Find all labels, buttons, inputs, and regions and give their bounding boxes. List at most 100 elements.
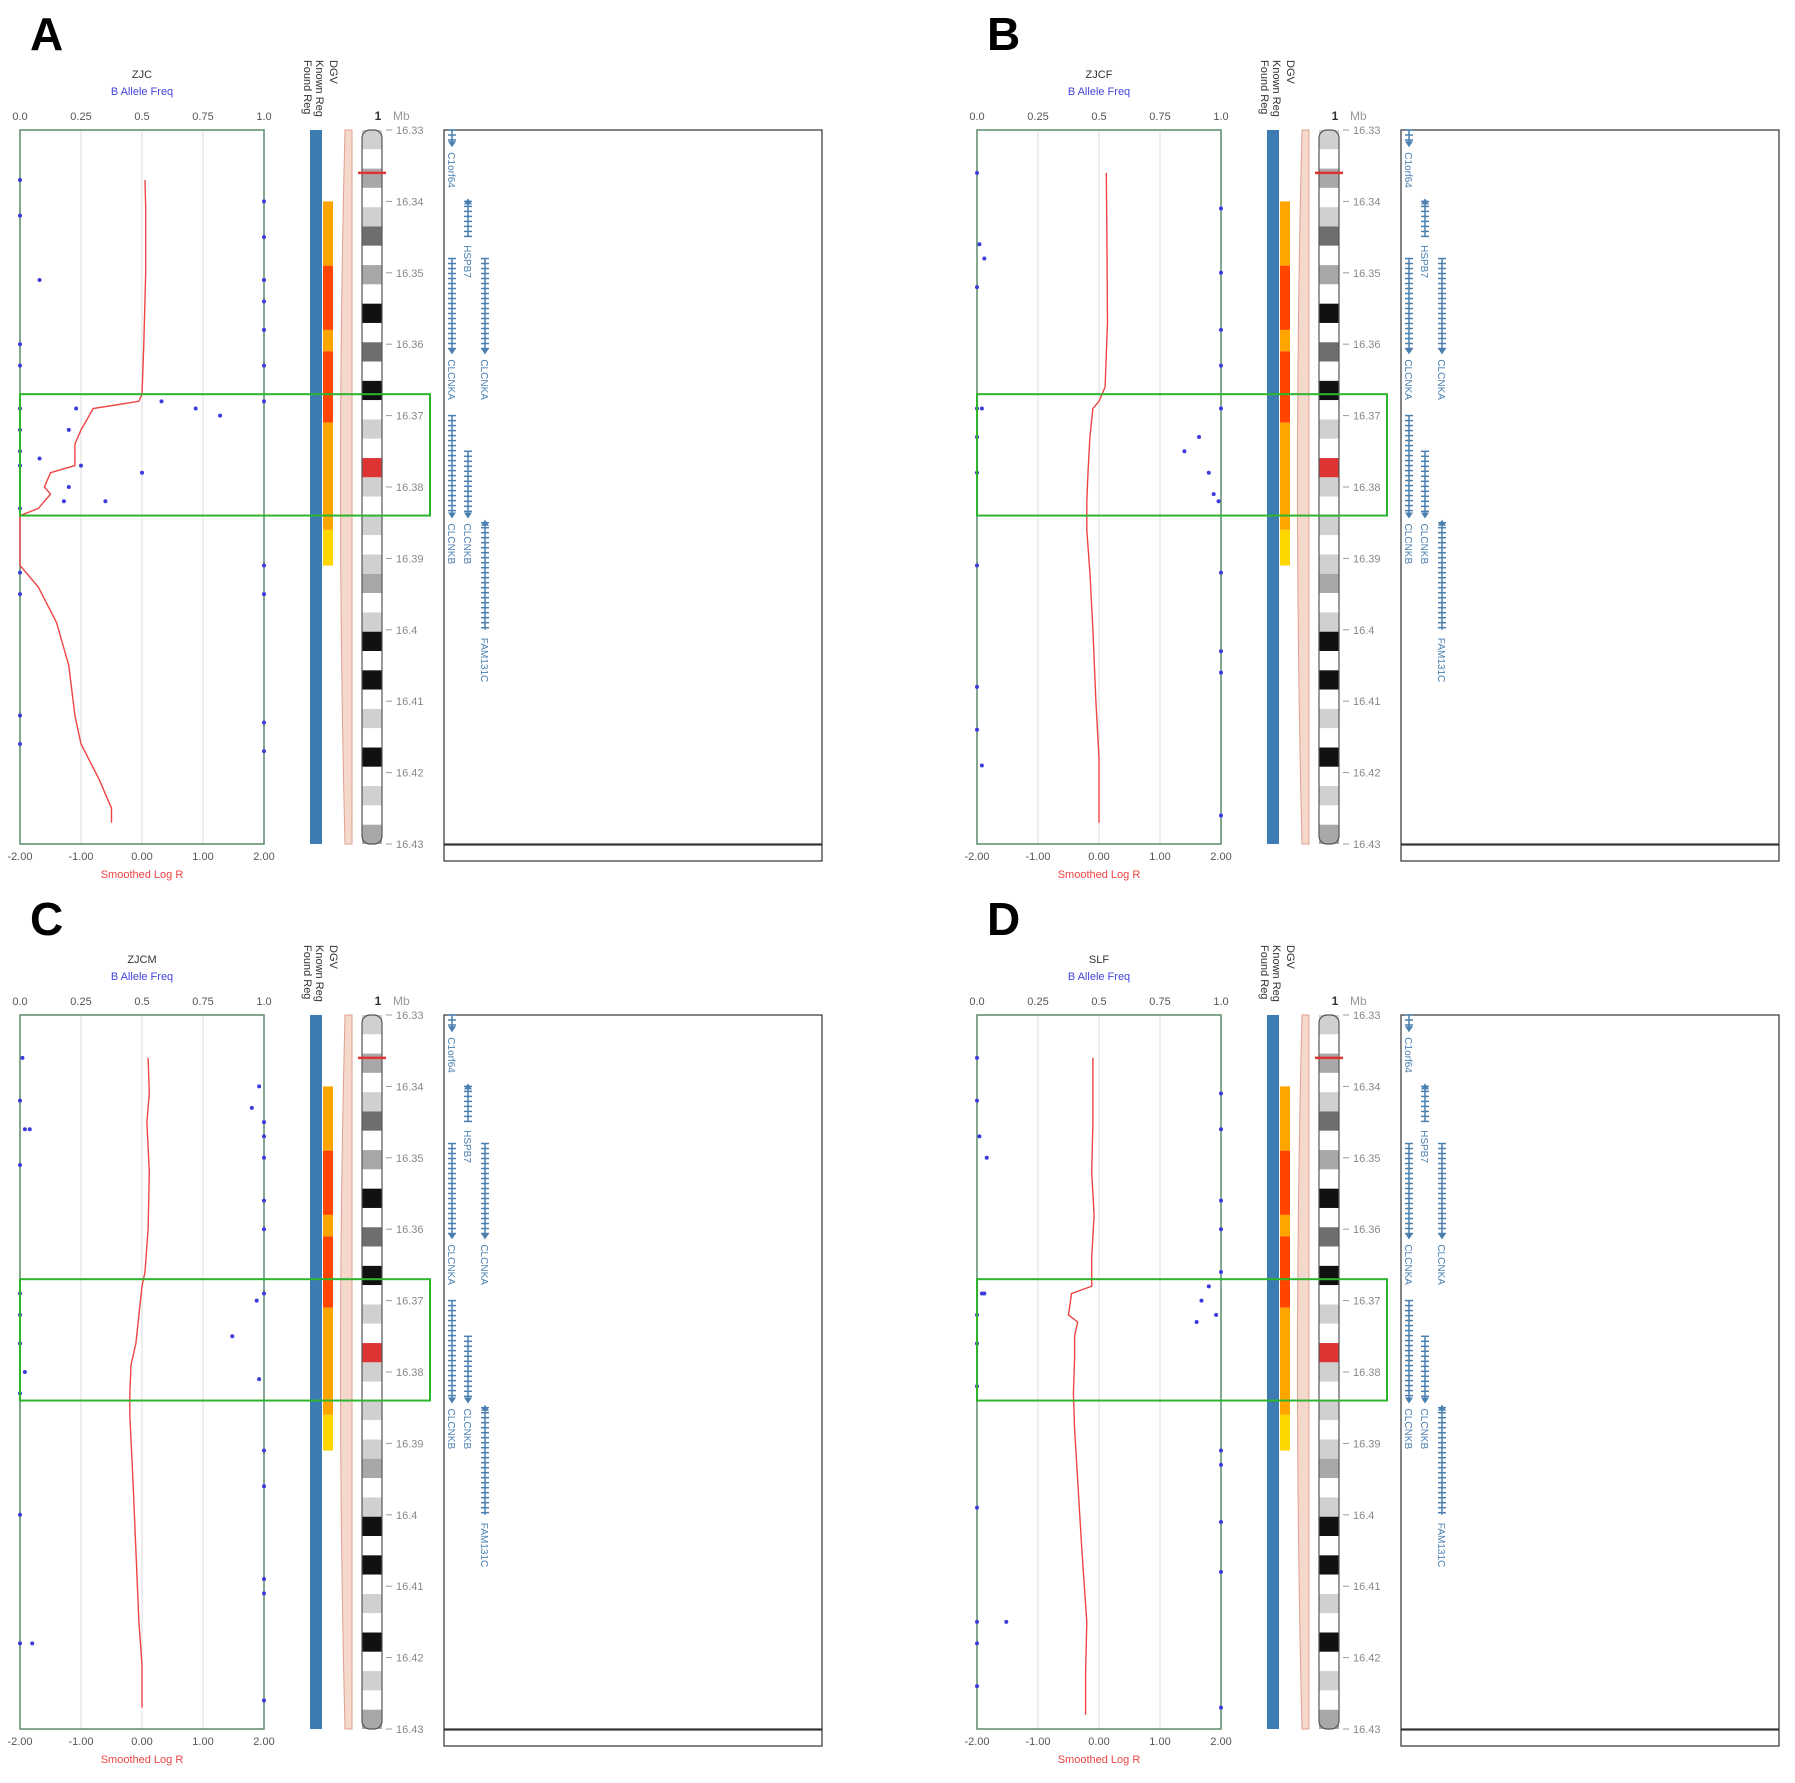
baf-point: [262, 1698, 266, 1703]
ideogram-band: [362, 612, 382, 632]
baf-point: [977, 1134, 982, 1139]
mb-tick-label: 16.38: [396, 482, 424, 494]
gene-arrow: [1438, 348, 1446, 355]
gene-label: FAM131C: [1435, 1523, 1446, 1567]
baf-point: [66, 485, 71, 489]
log-r-tick-label: -2.00: [964, 1736, 989, 1748]
baf-tick-label: 0.0: [969, 996, 984, 1008]
baf-point: [218, 413, 223, 418]
mb-unit-label: Mb: [393, 109, 410, 123]
dgv-segment: [1280, 1236, 1290, 1308]
ideogram-band: [1319, 149, 1339, 169]
gene-label: HSPB7: [1418, 1130, 1429, 1163]
baf-point: [1219, 327, 1223, 332]
dgv-segment: [323, 529, 333, 566]
mb-tick-label: 16.42: [1353, 768, 1381, 780]
baf-point: [975, 1619, 979, 1624]
dgv-segment: [1280, 1414, 1290, 1451]
ideogram-band: [1319, 1015, 1339, 1035]
ideogram-band: [362, 1188, 382, 1208]
mb-tick-label: 16.33: [1353, 125, 1381, 137]
ideogram-band: [1319, 1593, 1339, 1614]
baf-point: [27, 1127, 32, 1132]
ideogram-band: [362, 1516, 382, 1537]
gene-arrow: [448, 348, 456, 355]
ideogram-band: [362, 689, 382, 709]
gene-panel-footer: [443, 844, 823, 862]
baf-tick-label: 0.25: [1027, 996, 1048, 1008]
gene-arrow: [1421, 1397, 1429, 1404]
mb-tick-label: 16.35: [396, 268, 424, 280]
ideogram-band: [1319, 419, 1339, 439]
ideogram-band: [362, 1593, 382, 1614]
ideogram-band: [1319, 1092, 1339, 1112]
baf-point: [18, 213, 22, 218]
ideogram-band: [1319, 1458, 1339, 1479]
ideogram-band: [362, 187, 382, 208]
log-r-line: [129, 1057, 151, 1708]
baf-tick-label: 0.0: [12, 111, 27, 123]
baf-point: [262, 277, 266, 282]
baf-point: [262, 363, 266, 368]
gene-label: FAM131C: [478, 1523, 489, 1567]
mb-tick-label: 16.43: [1353, 839, 1381, 851]
ideogram-band: [1319, 1613, 1339, 1633]
baf-point: [66, 427, 71, 432]
ideogram-band: [362, 1323, 382, 1344]
dgv-segment: [1280, 265, 1290, 330]
ideogram-band: [1319, 670, 1339, 690]
mb-tick-label: 16.4: [1353, 625, 1374, 637]
ideogram-band: [1319, 1671, 1339, 1691]
ideogram-band: [362, 1207, 382, 1228]
ideogram-band: [1319, 1632, 1339, 1652]
gene-label: CLCNKA: [445, 1244, 456, 1285]
ideogram-band: [362, 1632, 382, 1652]
baf-point: [975, 1098, 979, 1103]
gene-arrow: [464, 1083, 472, 1090]
gene-label: FAM131C: [478, 638, 489, 682]
baf-point: [1206, 1284, 1211, 1289]
ideogram-band: [1319, 245, 1339, 266]
ideogram-band: [362, 1246, 382, 1266]
baf-tick-label: 0.5: [1091, 996, 1106, 1008]
gene-arrow: [448, 141, 456, 148]
baf-point: [1219, 570, 1223, 575]
ideogram-band: [1319, 322, 1339, 343]
baf-point: [975, 285, 979, 290]
mb-tick-label: 16.42: [1353, 1653, 1381, 1665]
baf-tick-label: 0.5: [1091, 111, 1106, 123]
ideogram-band: [1319, 1323, 1339, 1344]
ideogram-band: [1319, 805, 1339, 825]
baf-tick-label: 0.0: [969, 111, 984, 123]
ideogram-band: [362, 1130, 382, 1151]
gene-panel-footer: [1400, 844, 1780, 862]
ideogram-band: [1319, 1497, 1339, 1517]
ideogram-band: [362, 573, 382, 594]
mb-tick-label: 16.43: [396, 839, 424, 851]
mb-tick-label: 16.38: [1353, 482, 1381, 494]
ideogram-band: [1319, 1555, 1339, 1575]
ideogram-outline: [1318, 1014, 1340, 1730]
baf-point: [979, 763, 984, 768]
ideogram-band: [1319, 1246, 1339, 1266]
gene-arrow: [1438, 1233, 1446, 1240]
ideogram-band: [362, 1671, 382, 1691]
baf-point: [262, 1120, 266, 1125]
mb-tick-label: 16.36: [1353, 1224, 1381, 1236]
log-r-tick-label: 2.00: [253, 1736, 274, 1748]
chromosome-label: 1: [1332, 109, 1339, 123]
baf-tick-label: 1.0: [1213, 111, 1228, 123]
chart-panel-c: C ZJCM B Allele Freq Smoothed Log R 0.0 0.25 0…: [7, 893, 823, 1766]
baf-point: [1219, 206, 1223, 211]
panel-letter: A: [30, 8, 63, 60]
dgv-segment: [323, 329, 333, 352]
mb-tick-label: 16.37: [1353, 411, 1381, 423]
mb-tick-label: 16.33: [1353, 1010, 1381, 1022]
ideogram-band: [362, 149, 382, 169]
highlight-region-box: [19, 1278, 431, 1402]
baf-point: [18, 1512, 22, 1517]
mb-tick-label: 16.41: [1353, 696, 1381, 708]
ideogram-band: [362, 515, 382, 536]
dgv-segment: [323, 351, 333, 423]
gene-label: CLCNKA: [478, 1244, 489, 1285]
